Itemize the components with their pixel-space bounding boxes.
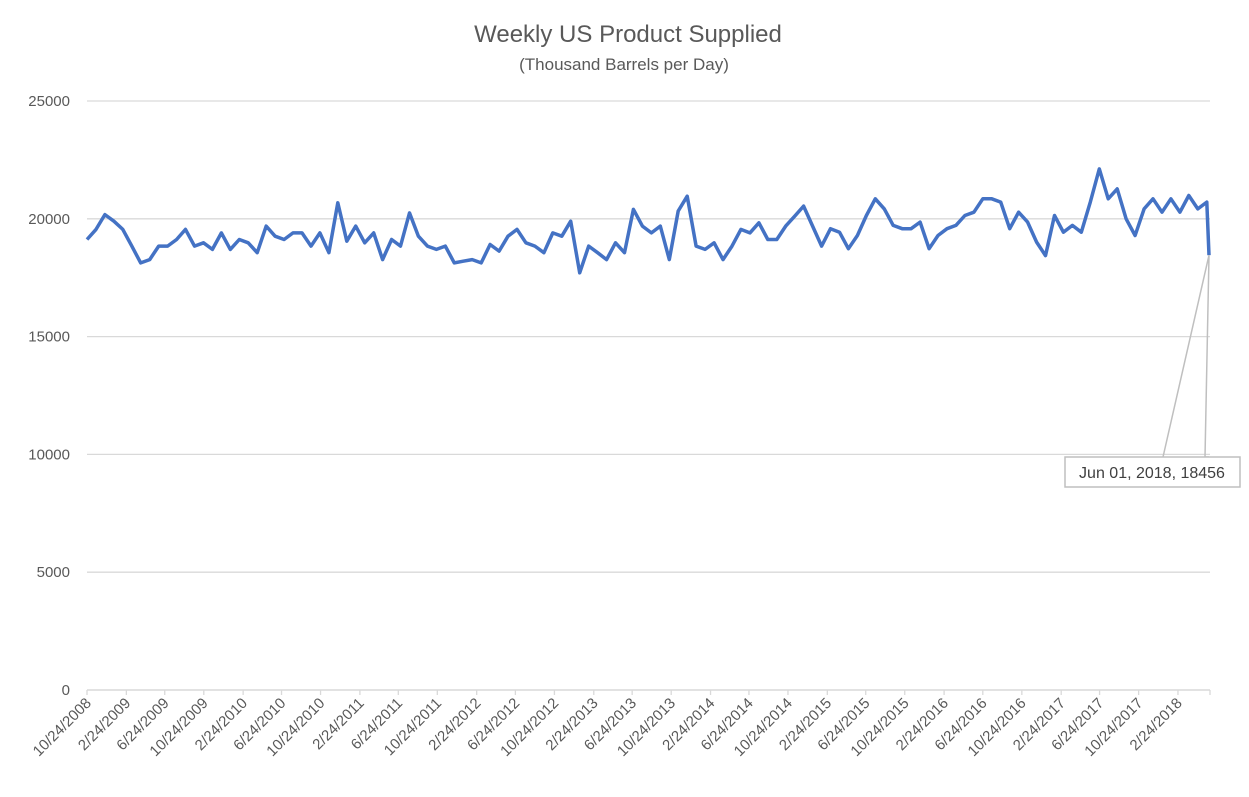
y-tick-label: 15000: [28, 329, 70, 346]
x-axis: 10/24/20082/24/20096/24/200910/24/20092/…: [30, 689, 1211, 760]
callout-box: [1064, 456, 1241, 488]
y-tick-label: 0: [62, 682, 70, 699]
y-axis-labels: 0 5000 10000 15000 20000 25000: [28, 93, 70, 699]
series-line: [85, 167, 1211, 275]
callout-leader-line: [1162, 255, 1210, 458]
y-gridlines: [87, 100, 1210, 573]
y-tick-label: 20000: [28, 211, 70, 228]
chart-subtitle: (Thousand Barrels per Day): [519, 55, 729, 74]
chart-title: Weekly US Product Supplied: [474, 21, 782, 48]
data-callout: Jun 01, 2018, 18456: [1064, 255, 1241, 488]
y-tick-label: 25000: [28, 93, 70, 110]
series-area: [85, 167, 1211, 275]
y-tick-label: 5000: [37, 564, 70, 581]
callout-label: Jun 01, 2018, 18456: [1079, 465, 1225, 482]
y-tick-label: 10000: [28, 446, 70, 463]
